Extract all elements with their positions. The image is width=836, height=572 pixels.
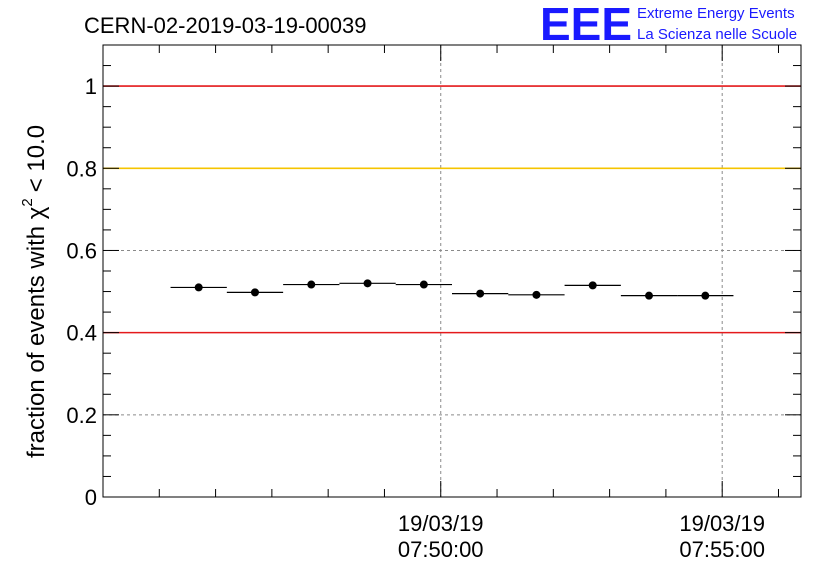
- data-point: [307, 280, 316, 289]
- y-axis-label-text: fraction of events with: [23, 226, 50, 458]
- data-point: [701, 291, 710, 300]
- plot-frame: [102, 44, 802, 498]
- x-tick-label-time: 07:50:00: [398, 537, 484, 562]
- eee-logo: EEE Extreme Energy Events La Scienza nel…: [540, 0, 797, 50]
- y-tick-label: 0.4: [66, 321, 97, 346]
- y-axis-label-exponent: 2: [19, 198, 36, 206]
- x-tick-label-time: 07:55:00: [679, 537, 765, 562]
- data-point: [250, 288, 259, 297]
- y-axis-label: fraction of events with χ2 < 10.0: [19, 125, 50, 458]
- data-point-group: [226, 288, 284, 297]
- data-series: [170, 279, 734, 300]
- data-point: [645, 291, 654, 300]
- data-point: [194, 283, 203, 292]
- y-axis-label-tail: < 10.0: [23, 125, 50, 192]
- y-tick-label: 0.8: [66, 156, 97, 181]
- data-point: [588, 281, 597, 290]
- data-point: [419, 280, 428, 289]
- data-point: [532, 290, 541, 299]
- data-point-group: [170, 283, 227, 292]
- data-point-group: [508, 290, 565, 299]
- axis-ticks: 00.20.40.60.8119/03/1907:50:0019/03/1907…: [66, 44, 801, 562]
- data-point: [363, 279, 372, 288]
- data-point-group: [283, 280, 340, 289]
- y-axis-label-symbol: χ: [23, 206, 50, 219]
- y-tick-label: 0.6: [66, 238, 97, 263]
- data-point-group: [564, 281, 621, 290]
- data-point-group: [620, 291, 678, 300]
- y-tick-label: 0: [85, 485, 97, 510]
- data-point-group: [677, 291, 734, 300]
- grid: [103, 45, 801, 497]
- data-point-group: [339, 279, 396, 288]
- y-tick-label: 0.2: [66, 403, 97, 428]
- data-point-group: [452, 289, 509, 298]
- data-point: [476, 289, 485, 298]
- chart-title: CERN-02-2019-03-19-00039: [84, 13, 367, 38]
- y-tick-label: 1: [85, 74, 97, 99]
- data-point-group: [395, 280, 452, 289]
- reference-lines: [103, 85, 801, 334]
- logo-line1: Extreme Energy Events: [637, 5, 795, 22]
- x-tick-label-date: 19/03/19: [679, 511, 765, 536]
- x-tick-label-date: 19/03/19: [398, 511, 484, 536]
- logo-line2: La Scienza nelle Scuole: [637, 26, 797, 43]
- logo-mark: EEE: [540, 0, 632, 50]
